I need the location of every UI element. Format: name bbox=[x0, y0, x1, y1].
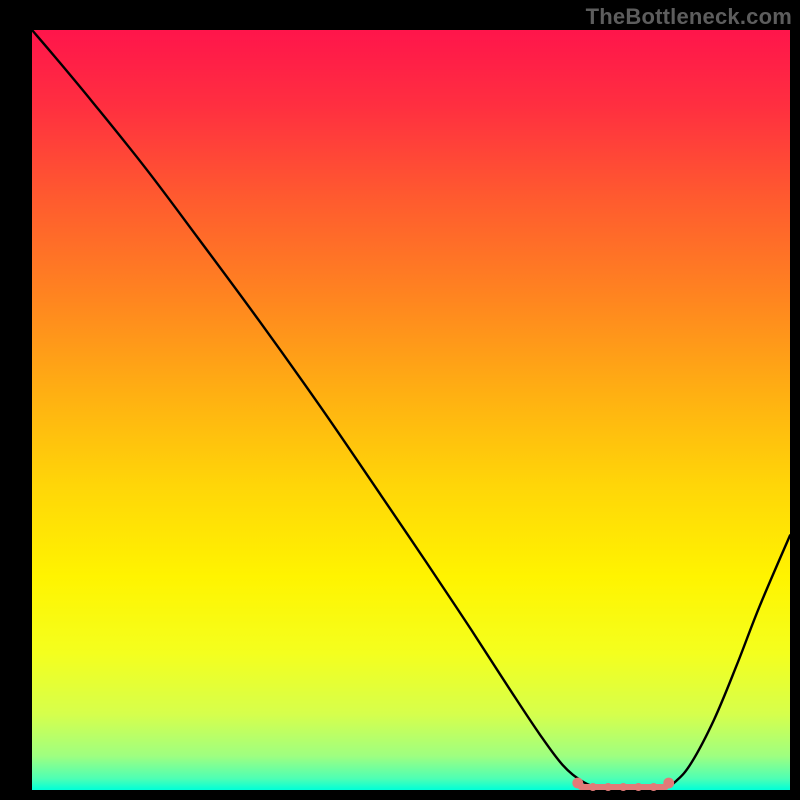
chart-svg bbox=[0, 0, 800, 800]
optimal-zone-dot bbox=[604, 783, 612, 791]
watermark-text: TheBottleneck.com bbox=[586, 4, 792, 30]
optimal-zone-dot bbox=[572, 778, 583, 789]
plot-background bbox=[32, 30, 790, 790]
optimal-zone-dot bbox=[619, 783, 627, 791]
optimal-zone-dot bbox=[589, 783, 597, 791]
optimal-zone-dot bbox=[650, 783, 658, 791]
optimal-zone-dot bbox=[663, 778, 674, 789]
optimal-zone-dot bbox=[634, 783, 642, 791]
bottleneck-curve-chart: TheBottleneck.com bbox=[0, 0, 800, 800]
